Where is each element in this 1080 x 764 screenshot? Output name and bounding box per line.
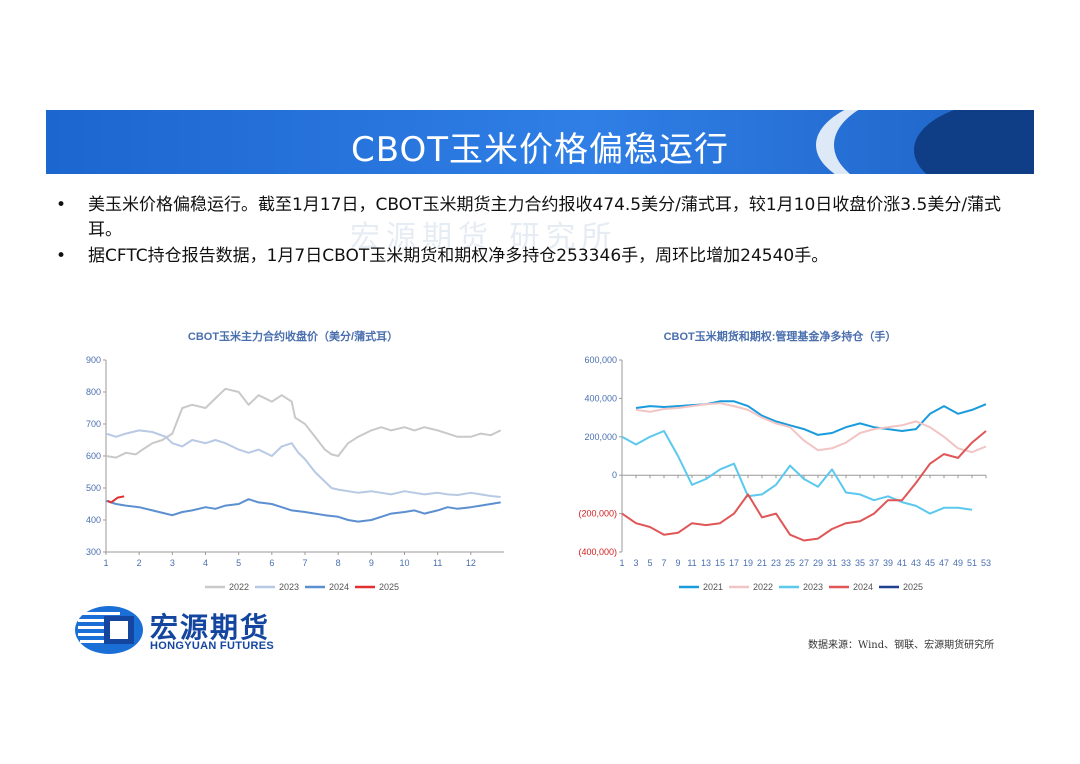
x-tick-label: 29	[813, 558, 823, 568]
x-tick-label: 1	[619, 558, 624, 568]
x-tick-label: 5	[236, 558, 241, 568]
x-tick-label: 25	[785, 558, 795, 568]
legend-label: 2022	[753, 582, 773, 592]
y-tick-label: 600,000	[584, 355, 617, 365]
bullet-text: 据CFTC持仓报告数据，1月7日CBOT玉米期货和期权净多持仓253346手，周…	[88, 246, 829, 266]
series-line-2022	[635, 402, 987, 454]
x-tick-label: 47	[939, 558, 949, 568]
legend-label: 2025	[379, 582, 399, 592]
logo-text-cn: 宏源期货	[150, 611, 271, 644]
x-tick-label: 6	[269, 558, 274, 568]
y-tick-label: (400,000)	[578, 547, 617, 557]
x-tick-label: 31	[827, 558, 837, 568]
x-tick-label: 2	[137, 558, 142, 568]
legend-label: 2023	[279, 582, 299, 592]
x-tick-label: 10	[399, 558, 409, 568]
series-line-2024	[105, 498, 501, 523]
x-tick-label: 12	[466, 558, 476, 568]
legend-label: 2023	[803, 582, 823, 592]
chart-title: CBOT玉米期货和期权:管理基金净多持仓（手）	[664, 329, 897, 343]
series-line-2025	[107, 495, 125, 504]
y-tick-label: 500	[86, 483, 101, 493]
series-line-2023	[621, 430, 973, 515]
bullet-text: 美玉米价格偏稳运行。截至1月17日，CBOT玉米期货主力合约报收474.5美分/…	[88, 195, 1002, 240]
series-line-2024	[621, 430, 987, 542]
series-line-2022	[105, 387, 502, 459]
x-tick-label: 9	[675, 558, 680, 568]
x-tick-label: 11	[687, 558, 696, 568]
x-tick-label: 27	[799, 558, 809, 568]
price-chart: CBOT玉米主力合约收盘价（美分/蒲式耳） 300 400 500 600 700 800 9…	[86, 329, 504, 592]
bullet-symbol: •	[56, 246, 67, 266]
watermark: 宏源期货 研究所	[350, 220, 618, 255]
x-tick-label: 3	[170, 558, 175, 568]
x-tick-label: 41	[897, 558, 907, 568]
legend-label: 2024	[853, 582, 873, 592]
x-tick-label: 45	[925, 558, 935, 568]
logo-text-en: HONGYUAN FUTURES	[150, 640, 274, 652]
y-tick-label: 900	[86, 355, 101, 365]
x-tick-label: 7	[302, 558, 307, 568]
x-tick-label: 21	[757, 558, 767, 568]
x-tick-label: 23	[771, 558, 781, 568]
x-tick-label: 43	[911, 558, 921, 568]
position-chart: CBOT玉米期货和期权:管理基金净多持仓（手） (400,000) (200,000…	[578, 329, 991, 592]
y-tick-label: 200,000	[584, 432, 617, 442]
company-logo-icon	[75, 606, 143, 654]
bullet-item: • 美玉米价格偏稳运行。截至1月17日，CBOT玉米期货主力合约报收474.5美…	[56, 193, 1026, 243]
y-tick-label: 700	[86, 419, 101, 429]
x-tick-label: 7	[661, 558, 666, 568]
bullet-symbol: •	[56, 195, 67, 215]
x-tick-label: 15	[715, 558, 725, 568]
y-tick-label: 400	[86, 515, 101, 525]
x-tick-label: 4	[203, 558, 208, 568]
legend-label: 2025	[903, 582, 923, 592]
legend-label: 2022	[229, 582, 249, 592]
x-tick-label: 37	[869, 558, 879, 568]
x-tick-label: 53	[981, 558, 991, 568]
chart-title: CBOT玉米主力合约收盘价（美分/蒲式耳）	[188, 329, 398, 343]
x-tick-label: 19	[743, 558, 753, 568]
x-tick-label: 8	[336, 558, 341, 568]
legend-label: 2021	[703, 582, 723, 592]
x-tick-label: 39	[883, 558, 893, 568]
y-tick-label: 0	[612, 470, 617, 480]
y-tick-label: 400,000	[584, 393, 617, 403]
y-tick-label: 800	[86, 387, 101, 397]
legend-label: 2024	[329, 582, 349, 592]
x-tick-label: 3	[633, 558, 638, 568]
x-tick-label: 17	[729, 558, 739, 568]
x-tick-label: 13	[701, 558, 711, 568]
series-line-2023	[105, 429, 501, 498]
x-tick-label: 35	[855, 558, 865, 568]
y-tick-label: 300	[86, 547, 101, 557]
x-tick-label: 1	[103, 558, 108, 568]
x-tick-label: 11	[433, 558, 442, 568]
bullet-item: • 据CFTC持仓报告数据，1月7日CBOT玉米期货和期权净多持仓253346手…	[56, 244, 1026, 269]
bullet-list: • 美玉米价格偏稳运行。截至1月17日，CBOT玉米期货主力合约报收474.5美…	[56, 193, 1026, 270]
x-tick-label: 9	[369, 558, 374, 568]
y-tick-label: 600	[86, 451, 101, 461]
x-tick-label: 51	[967, 558, 977, 568]
title-banner: CBOT玉米价格偏稳运行	[46, 110, 1034, 174]
page-title: CBOT玉米价格偏稳运行	[351, 130, 729, 170]
x-tick-label: 5	[647, 558, 652, 568]
y-tick-label: (200,000)	[578, 509, 617, 519]
x-tick-label: 49	[953, 558, 963, 568]
data-source: 数据来源：Wind、钢联、宏源期货研究所	[808, 640, 995, 651]
x-tick-label: 33	[841, 558, 851, 568]
